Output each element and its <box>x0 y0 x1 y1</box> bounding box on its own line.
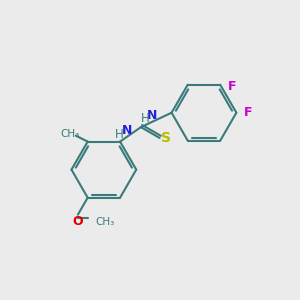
Text: N: N <box>122 124 132 137</box>
Text: F: F <box>228 80 236 93</box>
Text: N: N <box>147 109 158 122</box>
Text: S: S <box>161 131 172 145</box>
Text: CH₃: CH₃ <box>95 217 115 226</box>
Text: F: F <box>244 106 252 119</box>
Text: O: O <box>73 215 83 228</box>
Text: H: H <box>115 128 124 141</box>
Text: CH₃: CH₃ <box>60 129 80 139</box>
Text: H: H <box>141 112 150 125</box>
